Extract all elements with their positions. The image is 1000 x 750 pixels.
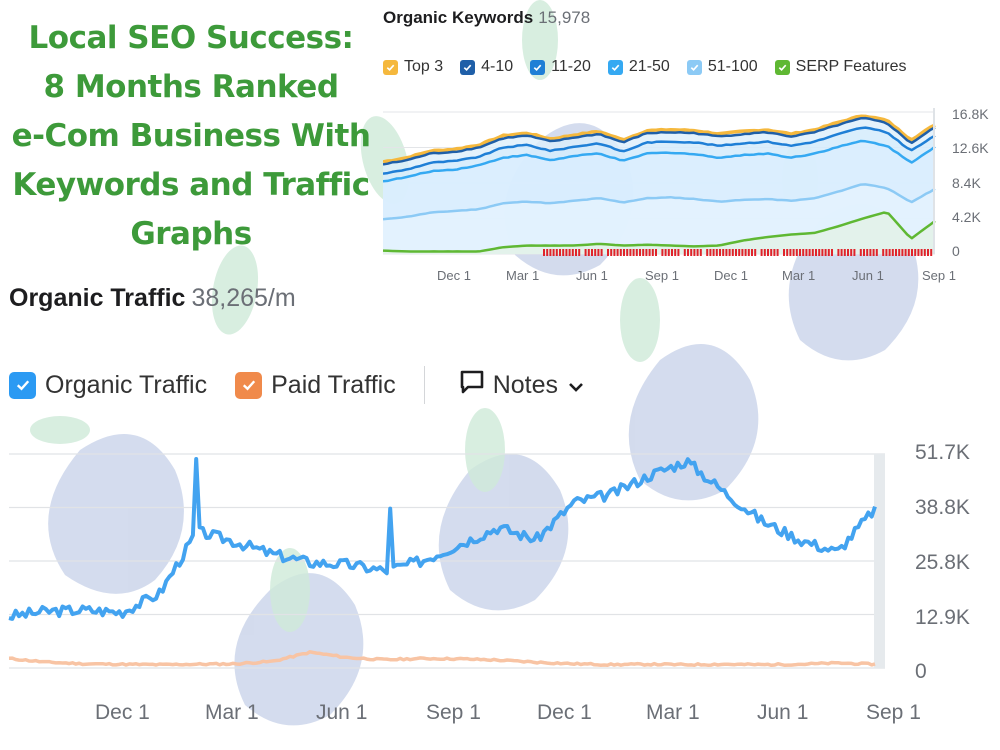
legend-organic-traffic[interactable]: Organic Traffic <box>9 371 207 400</box>
keywords-title: Organic Keywords 15,978 <box>383 8 590 28</box>
comment-icon <box>459 369 485 402</box>
headline-line: Graphs <box>130 216 252 252</box>
chevron-down-icon <box>568 371 584 400</box>
keywords-legend: Top 3 4-10 11-20 21-50 51-100 SERP Featu… <box>383 58 924 76</box>
legend-label: Paid Traffic <box>271 370 396 399</box>
x-tick: Sep 1 <box>866 701 921 724</box>
keywords-count: 15,978 <box>538 8 591 27</box>
legend-51-100[interactable]: 51-100 <box>686 58 758 76</box>
headline-line: Local SEO Success: <box>28 20 354 56</box>
x-tick: Jun 1 <box>757 701 809 724</box>
checkbox-icon[interactable] <box>530 59 546 75</box>
y-tick: 0 <box>915 660 927 683</box>
y-tick: 4.2K <box>952 209 981 225</box>
x-tick: Jun 1 <box>576 268 608 283</box>
x-tick: Mar 1 <box>205 701 259 724</box>
x-tick: Dec 1 <box>95 701 150 724</box>
headline: Local SEO Success: 8 Months Ranked e-Com… <box>0 14 382 259</box>
legend-21-50[interactable]: 21-50 <box>607 58 670 76</box>
x-tick: Mar 1 <box>506 268 540 283</box>
legend-label: 11-20 <box>551 58 591 75</box>
checkbox-icon[interactable] <box>9 371 36 399</box>
checkbox-icon[interactable] <box>235 371 263 399</box>
keywords-title-label: Organic Keywords <box>383 8 534 27</box>
x-tick: Sep 1 <box>426 701 481 724</box>
checkbox-icon[interactable] <box>774 59 790 75</box>
x-tick: Mar 1 <box>646 701 700 724</box>
y-tick: 0 <box>952 243 960 259</box>
legend-label: SERP Features <box>795 58 907 75</box>
headline-line: e-Com Business With <box>11 118 371 154</box>
x-tick: Dec 1 <box>537 701 592 724</box>
legend-label: 21-50 <box>628 58 670 75</box>
x-tick: Jun 1 <box>852 268 884 283</box>
traffic-legend: Organic Traffic Paid Traffic Notes <box>9 366 584 404</box>
checkbox-icon[interactable] <box>460 59 476 75</box>
legend-paid-traffic[interactable]: Paid Traffic <box>235 371 396 400</box>
x-tick: Sep 1 <box>645 268 679 283</box>
y-tick: 12.6K <box>952 140 989 156</box>
checkbox-icon[interactable] <box>383 59 398 75</box>
y-tick: 25.8K <box>915 551 970 574</box>
keywords-chart[interactable] <box>383 104 943 256</box>
checkbox-icon[interactable] <box>686 59 702 75</box>
legend-label: Top 3 <box>404 58 444 75</box>
legend-label: 4-10 <box>481 58 514 75</box>
divider <box>423 366 425 404</box>
y-tick: 38.8K <box>915 496 970 519</box>
y-tick: 12.9K <box>915 606 970 629</box>
x-tick: Sep 1 <box>922 268 956 283</box>
y-tick: 51.7K <box>915 441 970 464</box>
traffic-title-label: Organic Traffic <box>9 284 186 312</box>
notes-dropdown[interactable]: Notes <box>459 369 584 402</box>
x-tick: Jun 1 <box>316 701 368 724</box>
legend-serp-features[interactable]: SERP Features <box>774 58 907 76</box>
legend-4-10[interactable]: 4-10 <box>460 58 513 76</box>
legend-11-20[interactable]: 11-20 <box>530 58 591 76</box>
legend-label: Organic Traffic <box>45 370 208 399</box>
x-tick: Dec 1 <box>714 268 748 283</box>
traffic-value: 38,265/m <box>191 284 296 312</box>
traffic-title: Organic Traffic 38,265/m <box>9 284 296 313</box>
x-tick: Mar 1 <box>782 268 816 283</box>
traffic-chart[interactable] <box>0 440 900 680</box>
y-tick: 16.8K <box>952 106 989 122</box>
headline-line: 8 Months Ranked <box>43 69 339 105</box>
y-tick: 8.4K <box>952 175 981 191</box>
legend-top3[interactable]: Top 3 <box>383 58 443 76</box>
checkbox-icon[interactable] <box>607 59 623 75</box>
headline-line: Keywords and Traffic <box>12 167 370 203</box>
x-tick: Dec 1 <box>437 268 471 283</box>
legend-label: 51-100 <box>707 58 758 75</box>
notes-label: Notes <box>492 370 559 399</box>
